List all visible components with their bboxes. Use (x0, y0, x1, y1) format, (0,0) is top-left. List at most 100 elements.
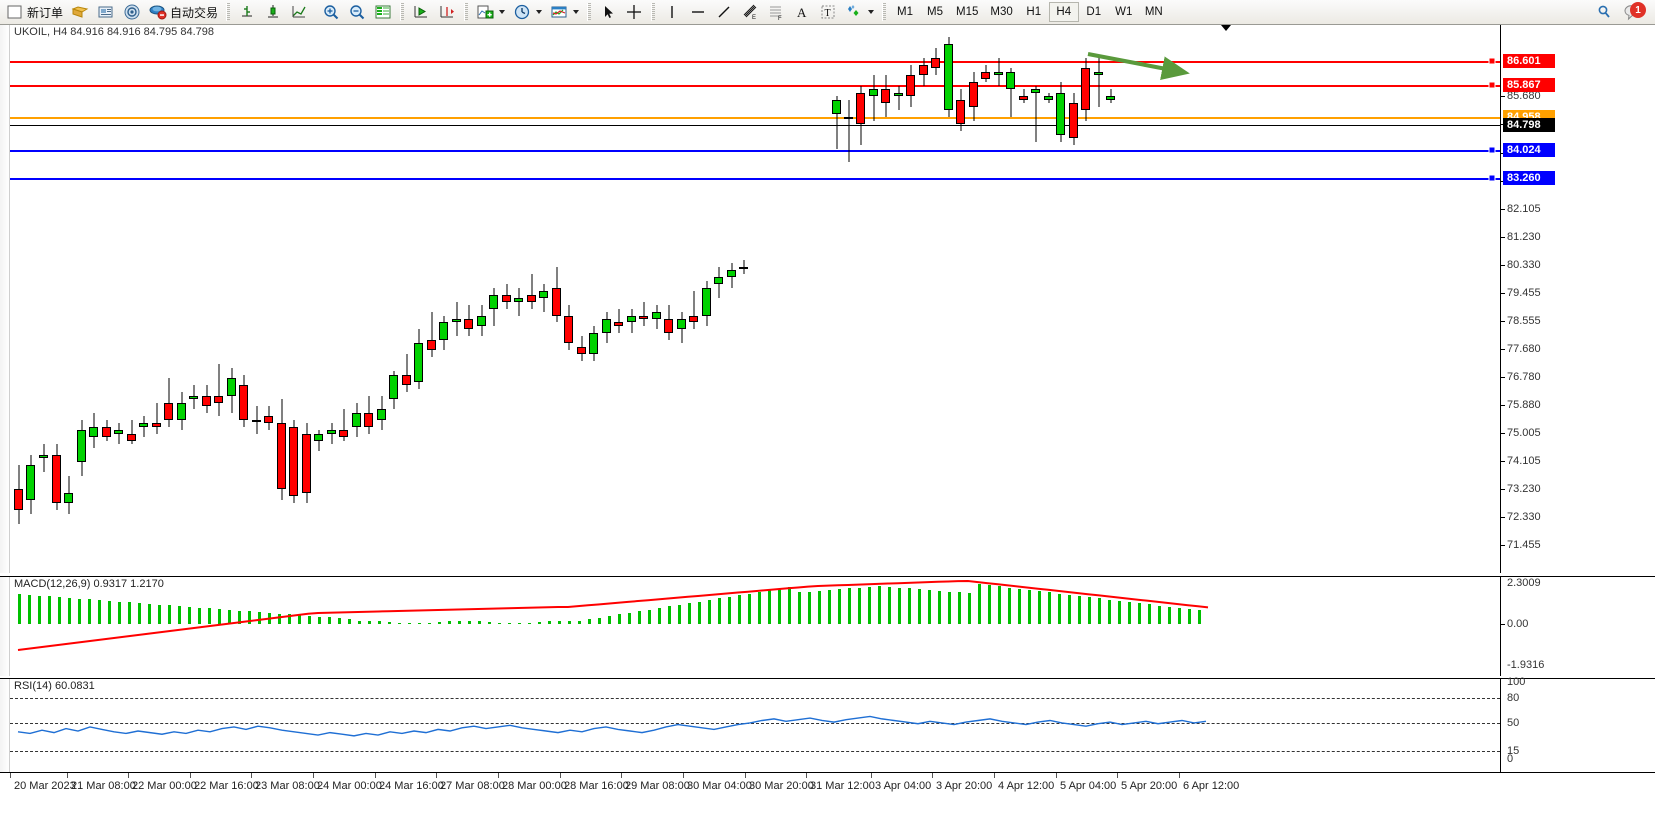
candlestick[interactable] (969, 25, 978, 573)
news-button[interactable] (93, 1, 119, 23)
search-icon[interactable] (1595, 3, 1613, 21)
candlestick[interactable] (139, 25, 148, 573)
auto-trading-button[interactable]: 自动交易 (145, 1, 222, 23)
equidistant-channel-button[interactable]: E (737, 1, 763, 23)
candlestick[interactable] (327, 25, 336, 573)
candlestick[interactable] (844, 25, 853, 573)
candlestick[interactable] (302, 25, 311, 573)
candlestick[interactable] (627, 25, 636, 573)
candlestick[interactable] (639, 25, 648, 573)
candlestick[interactable] (189, 25, 198, 573)
candlestick[interactable] (931, 25, 940, 573)
fibonacci-button[interactable]: F (763, 1, 789, 23)
candlestick[interactable] (1081, 25, 1090, 573)
candlestick[interactable] (1106, 25, 1115, 573)
zoom-in-button[interactable] (318, 1, 344, 23)
auto-scroll-button[interactable] (408, 1, 434, 23)
candlestick[interactable] (264, 25, 273, 573)
candlestick[interactable] (364, 25, 373, 573)
price-level-tag[interactable]: 86.601 (1503, 54, 1555, 68)
price-level-line[interactable] (10, 117, 1500, 119)
timeframe-m5[interactable]: M5 (927, 6, 944, 18)
candlestick[interactable] (652, 25, 661, 573)
time-axis[interactable]: 20 Mar 2023 21 Mar 08:00 22 Mar 00:00 22 Ma… (0, 772, 1655, 802)
candlestick[interactable] (164, 25, 173, 573)
candlestick[interactable] (1044, 25, 1053, 573)
price-level-anchor[interactable] (1488, 146, 1496, 154)
candlestick[interactable] (614, 25, 623, 573)
candlestick[interactable] (664, 25, 673, 573)
line-chart-button[interactable] (286, 1, 312, 23)
price-level-line[interactable] (10, 125, 1500, 126)
price-level-line[interactable] (10, 178, 1500, 180)
candlestick[interactable] (39, 25, 48, 573)
timeframe-w1[interactable]: W1 (1115, 6, 1133, 18)
zoom-out-button[interactable] (344, 1, 370, 23)
price-level-tag[interactable]: 84.024 (1503, 143, 1555, 157)
period-button[interactable] (509, 1, 546, 23)
candlestick[interactable] (956, 25, 965, 573)
text-label-button[interactable]: A (789, 1, 815, 23)
candlestick[interactable] (377, 25, 386, 573)
price-level-tag[interactable]: 85.867 (1503, 78, 1555, 92)
candlestick[interactable] (1069, 25, 1078, 573)
timeframe-h1[interactable]: H1 (1026, 6, 1042, 18)
chart-shift-button[interactable] (434, 1, 460, 23)
cursor-button[interactable] (595, 1, 621, 23)
timeframe-m1[interactable]: M1 (897, 6, 914, 18)
candlestick[interactable] (352, 25, 361, 573)
down-trend-arrow[interactable] (10, 25, 1500, 573)
trendline-button[interactable] (711, 1, 737, 23)
candlestick[interactable] (919, 25, 928, 573)
candlestick[interactable] (114, 25, 123, 573)
candlestick[interactable] (714, 25, 723, 573)
price-level-anchor[interactable] (1488, 57, 1496, 65)
new-order-button[interactable]: 新订单 (2, 1, 67, 23)
timeframe-h4[interactable]: H4 (1048, 2, 1079, 22)
candlestick[interactable] (832, 25, 841, 573)
candlestick[interactable] (289, 25, 298, 573)
candlestick[interactable] (339, 25, 348, 573)
timeframe-m30[interactable]: M30 (990, 6, 1013, 18)
candlestick[interactable] (227, 25, 236, 573)
chevron-down-icon-4[interactable] (868, 10, 875, 14)
candlestick[interactable] (489, 25, 498, 573)
candlestick[interactable] (1056, 25, 1065, 573)
vertical-line-button[interactable] (659, 1, 685, 23)
candlestick[interactable] (894, 25, 903, 573)
candlestick[interactable] (77, 25, 86, 573)
horizontal-line-button[interactable] (685, 1, 711, 23)
candlestick[interactable] (464, 25, 473, 573)
price-level-line[interactable] (10, 150, 1500, 152)
candlestick[interactable] (994, 25, 1003, 573)
price-pane[interactable]: UKOIL, H4 84.916 84.916 84.795 84.798 85… (0, 25, 1655, 573)
price-level-line[interactable] (10, 61, 1500, 63)
candlestick[interactable] (881, 25, 890, 573)
chevron-down-icon[interactable] (499, 10, 506, 14)
candlestick[interactable] (552, 25, 561, 573)
candlestick[interactable] (1094, 25, 1103, 573)
price-level-anchor[interactable] (1488, 174, 1496, 182)
rsi-plot[interactable] (10, 679, 1500, 772)
candlestick[interactable] (527, 25, 536, 573)
templates-button[interactable] (546, 1, 583, 23)
candlestick[interactable] (214, 25, 223, 573)
signals-button[interactable] (119, 1, 145, 23)
candlestick[interactable] (514, 25, 523, 573)
candlestick[interactable] (539, 25, 548, 573)
macd-plot[interactable] (10, 577, 1500, 676)
candlestick[interactable] (727, 25, 736, 573)
price-level-tag[interactable]: 83.260 (1503, 171, 1555, 185)
candlestick[interactable] (52, 25, 61, 573)
shapes-button[interactable] (841, 1, 878, 23)
candlestick[interactable] (1031, 25, 1040, 573)
candlestick[interactable] (26, 25, 35, 573)
candlestick[interactable] (402, 25, 411, 573)
candlestick[interactable] (177, 25, 186, 573)
candlestick[interactable] (589, 25, 598, 573)
candlestick[interactable] (739, 25, 748, 573)
candlestick[interactable] (439, 25, 448, 573)
candlestick[interactable] (689, 25, 698, 573)
notification-icon[interactable]: 1 (1623, 2, 1646, 21)
chevron-down-icon-3[interactable] (573, 10, 580, 14)
